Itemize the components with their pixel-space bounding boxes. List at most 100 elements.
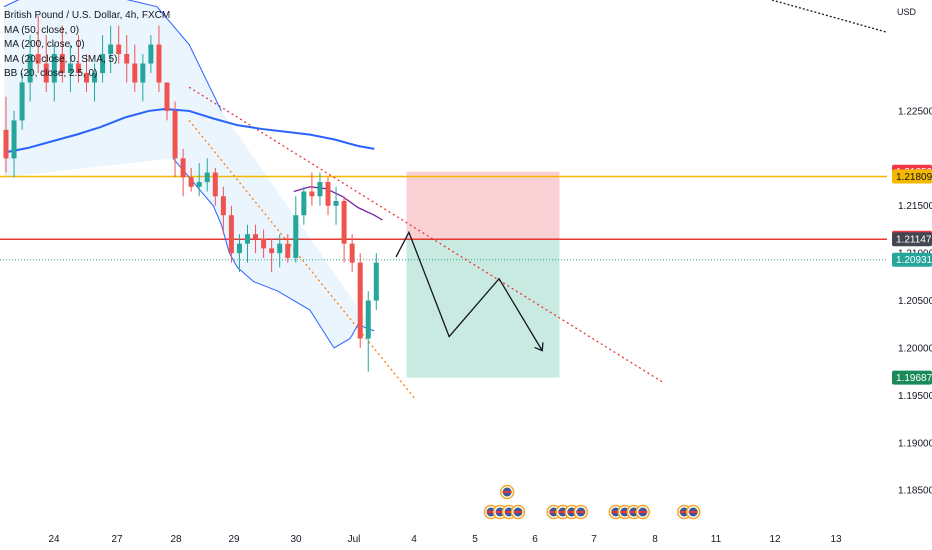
candle-body xyxy=(100,54,106,74)
candle[interactable] xyxy=(43,35,49,92)
stop-loss-zone[interactable] xyxy=(406,171,560,240)
candle[interactable] xyxy=(116,25,122,64)
candlestick-series xyxy=(3,16,379,372)
candle[interactable] xyxy=(140,54,146,102)
price-tick-label: 1.20500 xyxy=(898,296,932,307)
candle[interactable] xyxy=(108,25,114,74)
candle[interactable] xyxy=(204,158,210,192)
candle-body xyxy=(285,243,291,258)
candle-body xyxy=(164,82,170,111)
symbol-title[interactable]: British Pound / U.S. Dollar, 4h, FXCM xyxy=(4,10,171,21)
candle[interactable] xyxy=(325,177,331,216)
candle[interactable] xyxy=(19,73,25,130)
event-flag-stripe xyxy=(629,511,639,513)
price-tag-bg xyxy=(892,370,932,385)
candle[interactable] xyxy=(156,25,162,92)
indicator-legend: British Pound / U.S. Dollar, 4h, FXCM MA… xyxy=(4,9,170,82)
event-flag-stripe xyxy=(638,511,648,513)
candle[interactable] xyxy=(75,35,81,83)
legend-bb[interactable]: BB (20, close, 2.5, 0) xyxy=(4,68,98,79)
price-tag[interactable]: 1.20931 xyxy=(892,252,932,267)
candle[interactable] xyxy=(309,172,315,206)
candle-body xyxy=(269,248,275,254)
time-tick-label: 12 xyxy=(769,534,781,545)
candle[interactable] xyxy=(357,253,363,348)
price-tag-bg xyxy=(892,169,932,184)
candle[interactable] xyxy=(349,234,355,273)
candle[interactable] xyxy=(100,35,106,83)
candle[interactable] xyxy=(277,234,283,268)
candle[interactable] xyxy=(253,224,259,254)
candle[interactable] xyxy=(92,63,98,102)
price-tick-label: 1.21500 xyxy=(898,201,932,212)
candle-body xyxy=(108,44,114,55)
candle[interactable] xyxy=(245,224,250,263)
candle[interactable] xyxy=(293,196,299,263)
event-flag-stripe xyxy=(567,511,577,513)
candle[interactable] xyxy=(301,186,307,225)
candle-body xyxy=(92,73,98,83)
time-tick-label: 8 xyxy=(652,534,658,545)
candle[interactable] xyxy=(317,172,323,206)
candle[interactable] xyxy=(124,35,130,83)
take-profit-zone[interactable] xyxy=(406,239,560,378)
event-flag-stripe xyxy=(558,511,568,513)
candle[interactable] xyxy=(148,35,154,74)
time-tick-label: 30 xyxy=(290,534,302,545)
candle[interactable] xyxy=(164,82,170,121)
price-axis: USD1.225001.215001.210001.205001.200001.… xyxy=(887,0,932,550)
candle[interactable] xyxy=(84,54,89,92)
candle-body xyxy=(180,158,186,178)
candle[interactable] xyxy=(228,205,234,263)
event-flag-icon[interactable] xyxy=(499,484,515,500)
candle[interactable] xyxy=(188,167,194,192)
candle[interactable] xyxy=(59,25,65,83)
candle[interactable] xyxy=(269,238,275,273)
price-tag[interactable]: 1.21147 xyxy=(892,232,932,247)
candle-body xyxy=(333,201,339,206)
candle[interactable] xyxy=(132,44,138,92)
legend-ma20[interactable]: MA (20, close, 0, SMA, 5) xyxy=(4,53,118,65)
candle[interactable] xyxy=(373,253,379,311)
price-tag[interactable]: 1.21809 xyxy=(892,169,932,184)
candle-body xyxy=(293,215,299,258)
candle[interactable] xyxy=(236,234,242,273)
time-tick-label: 24 xyxy=(48,534,60,545)
candle-body xyxy=(132,63,138,83)
candle[interactable] xyxy=(341,196,347,263)
candle[interactable] xyxy=(67,44,73,92)
candle[interactable] xyxy=(27,35,33,102)
candle[interactable] xyxy=(261,229,267,258)
event-flag-stripe xyxy=(576,511,586,513)
candle[interactable] xyxy=(220,186,226,235)
candle[interactable] xyxy=(11,110,17,178)
candle[interactable] xyxy=(285,234,291,263)
candle-body xyxy=(317,182,323,197)
event-flag-icon[interactable] xyxy=(573,504,589,520)
candle[interactable] xyxy=(196,163,202,197)
candle[interactable] xyxy=(172,101,178,178)
event-flag-icon[interactable] xyxy=(510,504,526,520)
bollinger-upper xyxy=(3,0,222,112)
price-tag[interactable]: 1.19687 xyxy=(892,370,932,385)
price-tick-label: 1.18500 xyxy=(898,486,932,497)
candle[interactable] xyxy=(333,186,339,225)
event-flag-icon[interactable] xyxy=(685,504,701,520)
candle[interactable] xyxy=(180,148,186,197)
price-tag-label: 1.21147 xyxy=(896,235,932,246)
legend-ma200[interactable]: MA (200, close, 0) xyxy=(4,39,85,50)
legend-ma50[interactable]: MA (50, close, 0) xyxy=(4,24,80,36)
candle-body xyxy=(212,172,218,197)
candle[interactable] xyxy=(365,291,371,372)
event-flag-icon[interactable] xyxy=(635,504,651,520)
candle[interactable] xyxy=(3,96,9,173)
projected-price-path[interactable] xyxy=(395,230,542,350)
red-trendline[interactable] xyxy=(188,86,665,384)
candle[interactable] xyxy=(35,16,41,74)
price-tag-label: 1.20931 xyxy=(896,255,932,266)
candle[interactable] xyxy=(212,167,218,206)
ma200-line xyxy=(3,108,375,154)
candle-body xyxy=(204,172,210,183)
candle[interactable] xyxy=(51,44,57,102)
